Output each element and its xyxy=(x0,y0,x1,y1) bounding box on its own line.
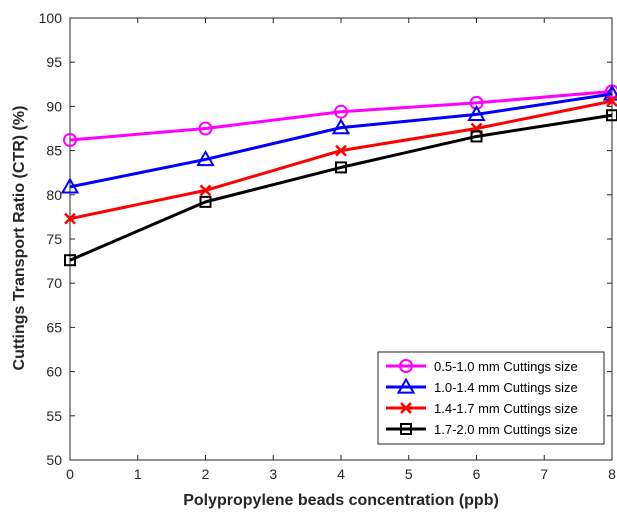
data-point xyxy=(196,149,215,167)
data-point xyxy=(334,104,348,119)
y-tick-label: 50 xyxy=(46,452,62,468)
legend-item: 1.0-1.4 mm Cuttings size xyxy=(386,377,578,395)
data-point xyxy=(335,144,347,157)
y-tick-label: 55 xyxy=(46,408,62,424)
series-3 xyxy=(64,95,617,225)
data-point xyxy=(606,109,617,122)
series-line xyxy=(69,89,613,142)
legend-item: 1.7-2.0 mm Cuttings size xyxy=(386,422,578,437)
y-tick-label: 90 xyxy=(46,98,62,114)
x-tick-label: 5 xyxy=(405,466,413,482)
x-tick-label: 1 xyxy=(134,466,142,482)
data-point xyxy=(467,104,486,121)
y-tick-label: 60 xyxy=(46,364,62,380)
data-point xyxy=(198,121,213,136)
legend-item: 1.4-1.7 mm Cuttings size xyxy=(386,401,578,416)
data-point xyxy=(63,132,77,147)
x-tick-label: 0 xyxy=(66,466,74,482)
series-layer xyxy=(60,84,617,267)
legend-marker xyxy=(396,377,416,394)
legend-marker xyxy=(400,402,412,414)
legend-marker xyxy=(400,423,412,435)
legend-item: 0.5-1.0 mm Cuttings size xyxy=(386,359,578,374)
data-point xyxy=(60,177,80,194)
ticks-layer: 0 1 2 3 4 5 6 7 8 50 55 60 65 70 75 80 85 90 95 100 xyxy=(39,10,616,482)
x-tick-label: 6 xyxy=(473,466,481,482)
data-point xyxy=(470,130,483,143)
y-tick-label: 65 xyxy=(46,319,62,335)
series-line xyxy=(69,113,613,262)
y-tick-label: 100 xyxy=(39,10,63,26)
y-tick-label: 85 xyxy=(46,143,62,159)
series-2 xyxy=(60,84,617,194)
legend-label: 0.5-1.0 mm Cuttings size xyxy=(434,359,578,374)
x-axis-title: Polypropylene beads concentration (ppb) xyxy=(183,492,499,509)
data-point xyxy=(606,95,617,107)
x-tick-label: 7 xyxy=(540,466,548,482)
data-point xyxy=(199,184,212,197)
data-point xyxy=(64,212,76,225)
legend-label: 1.0-1.4 mm Cuttings size xyxy=(434,380,578,395)
legend-label: 1.4-1.7 mm Cuttings size xyxy=(434,401,578,416)
x-tick-label: 8 xyxy=(608,466,616,482)
y-tick-label: 95 xyxy=(46,54,62,70)
data-point xyxy=(335,161,347,174)
legend-label: 1.7-2.0 mm Cuttings size xyxy=(434,422,578,437)
x-tick-label: 2 xyxy=(202,466,210,482)
y-axis-title: Cuttings Transport Ratio (CTR) (%) xyxy=(11,106,28,371)
x-tick-label: 3 xyxy=(269,466,277,482)
legend-marker xyxy=(399,359,413,373)
data-point xyxy=(331,118,351,135)
y-tick-label: 80 xyxy=(46,187,62,203)
legend: 0.5-1.0 mm Cuttings size 1.0-1.4 mm Cutti… xyxy=(377,351,605,445)
series-line xyxy=(69,92,613,189)
x-tick-label: 4 xyxy=(337,466,345,482)
data-point xyxy=(199,195,212,208)
data-point xyxy=(64,254,76,267)
y-tick-label: 75 xyxy=(46,231,62,247)
y-tick-label: 70 xyxy=(46,275,62,291)
series-4 xyxy=(64,109,617,267)
